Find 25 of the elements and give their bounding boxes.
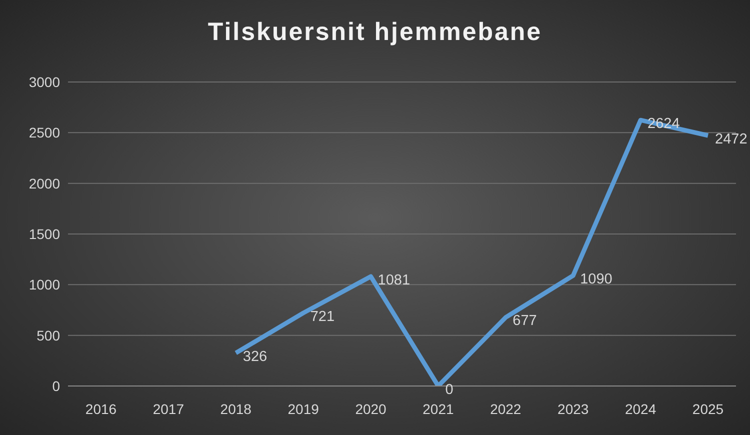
data-label: 2472: [715, 131, 748, 148]
data-label: 1081: [378, 272, 410, 288]
data-label: 1090: [580, 271, 612, 288]
x-tick-label: 2016: [85, 400, 117, 417]
x-tick-label: 2017: [152, 400, 184, 417]
x-tick-label: 2019: [288, 400, 320, 417]
data-label: 721: [310, 308, 335, 325]
chart-title: Tilskuersnit hjemmebane: [206, 18, 544, 47]
x-tick-label: 2021: [422, 400, 454, 417]
x-tick-label: 2025: [692, 400, 724, 417]
data-label: 677: [512, 313, 537, 330]
data-label: 326: [242, 348, 268, 365]
y-tick-label: 500: [36, 327, 60, 344]
y-tick-label: 2000: [28, 175, 60, 192]
x-tick-label: 2018: [220, 400, 252, 417]
data-label: 0: [445, 382, 454, 398]
x-tick-label: 2023: [558, 400, 589, 417]
y-tick-label: 2500: [28, 124, 60, 141]
y-tick-label: 1500: [28, 226, 60, 242]
x-tick-label: 2020: [355, 400, 387, 417]
y-tick-label: 1000: [28, 276, 60, 293]
y-tick-label: 3000: [28, 74, 60, 90]
x-tick-label: 2022: [490, 400, 522, 417]
y-tick-label: 0: [52, 378, 60, 394]
x-tick-label: 2024: [624, 400, 656, 417]
